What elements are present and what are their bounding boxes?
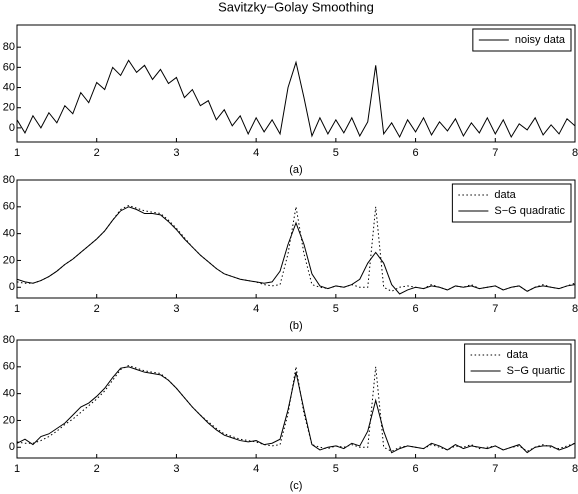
- x-tick-label: 3: [173, 463, 179, 475]
- x-tick-label: 6: [413, 147, 419, 159]
- x-tick-label: 4: [253, 463, 259, 475]
- chart-title: Savitzky−Golay Smoothing: [218, 0, 374, 14]
- x-tick-label: 8: [572, 463, 578, 475]
- x-axis-label: (c): [290, 480, 303, 492]
- y-tick-label: 60: [3, 61, 15, 73]
- x-tick-label: 4: [253, 303, 259, 315]
- x-tick-label: 2: [94, 303, 100, 315]
- y-tick-label: 80: [3, 41, 15, 53]
- x-axis-label: (a): [289, 164, 302, 176]
- y-tick-label: 40: [3, 81, 15, 93]
- y-tick-label: 80: [3, 174, 15, 186]
- legend-label: data: [507, 349, 529, 361]
- x-tick-label: 3: [173, 303, 179, 315]
- legend: data S−G quadratic: [451, 183, 572, 223]
- x-tick-label: 5: [333, 463, 339, 475]
- y-tick-label: 40: [3, 228, 15, 240]
- legend: noisy data: [472, 28, 572, 52]
- x-tick-label: 1: [14, 463, 20, 475]
- x-tick-label: 3: [173, 147, 179, 159]
- plot-frame: [16, 339, 576, 459]
- x-tick-label: 7: [492, 303, 498, 315]
- legend-label: S−G quadratic: [494, 205, 565, 217]
- x-tick-label: 7: [492, 147, 498, 159]
- x-tick-label: 7: [492, 463, 498, 475]
- series-line: [17, 366, 575, 454]
- legend: data S−G quartic: [464, 343, 572, 383]
- legend-label: S−G quartic: [507, 365, 566, 377]
- series-line: [17, 59, 575, 139]
- series-line: [17, 206, 575, 295]
- x-axis-label: (b): [289, 320, 302, 332]
- x-tick-label: 5: [333, 303, 339, 315]
- x-tick-label: 1: [14, 303, 20, 315]
- x-tick-label: 8: [572, 147, 578, 159]
- legend-box: [472, 28, 572, 52]
- y-tick-label: 0: [9, 281, 15, 293]
- y-tick-label: 60: [3, 201, 15, 213]
- x-tick-label: 8: [572, 303, 578, 315]
- y-tick-label: 20: [3, 414, 15, 426]
- x-tick-label: 6: [413, 303, 419, 315]
- legend-box: [451, 183, 572, 223]
- legend-label: data: [494, 189, 516, 201]
- y-tick-label: 80: [3, 334, 15, 346]
- y-tick-label: 0: [9, 441, 15, 453]
- x-tick-label: 2: [94, 147, 100, 159]
- x-tick-label: 1: [14, 147, 20, 159]
- x-tick-label: 4: [253, 147, 259, 159]
- legend-label: noisy data: [515, 34, 566, 46]
- x-tick-label: 6: [413, 463, 419, 475]
- legend-box: [464, 343, 572, 383]
- y-tick-label: 0: [9, 122, 15, 134]
- x-tick-label: 2: [94, 463, 100, 475]
- x-tick-label: 5: [333, 147, 339, 159]
- y-tick-label: 20: [3, 102, 15, 114]
- y-tick-label: 40: [3, 388, 15, 400]
- y-tick-label: 20: [3, 254, 15, 266]
- y-tick-label: 60: [3, 361, 15, 373]
